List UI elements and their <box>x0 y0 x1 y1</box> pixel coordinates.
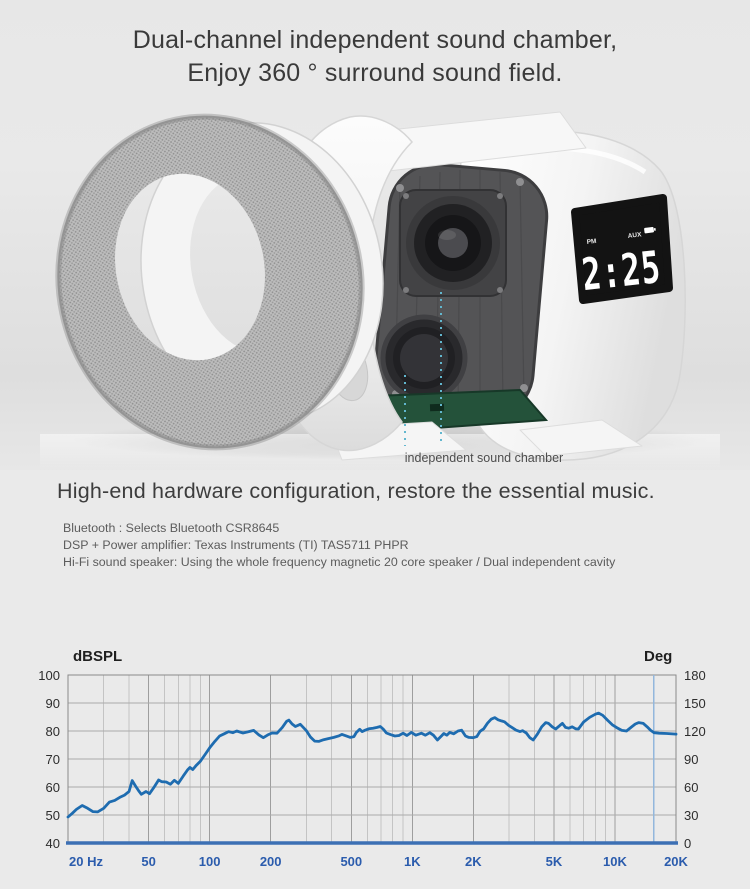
hardware-heading: High-end hardware configuration, restore… <box>57 479 655 503</box>
left-axis-title: dBSPL <box>73 648 122 665</box>
x-tick-label: 2K <box>465 854 482 869</box>
woofer-driver-icon <box>399 189 507 297</box>
right-tick-label: 90 <box>684 752 698 767</box>
right-tick-label: 30 <box>684 808 698 823</box>
frequency-response-curve <box>66 711 678 819</box>
left-tick-label: 90 <box>46 696 60 711</box>
aux-indicator: AUX <box>627 231 642 240</box>
right-tick-label: 180 <box>684 668 706 683</box>
right-tick-label: 150 <box>684 696 706 711</box>
spec-list: Bluetooth : Selects Bluetooth CSR8645 DS… <box>63 520 615 572</box>
left-tick-label: 40 <box>46 836 60 851</box>
chart-frame <box>67 674 677 843</box>
sound-chamber-caption: independent sound chamber <box>405 451 563 465</box>
right-tick-label: 120 <box>684 724 706 739</box>
left-tick-label: 80 <box>46 724 60 739</box>
shell-fragment-bottom-right <box>519 419 643 457</box>
spec-bluetooth: Bluetooth : Selects Bluetooth CSR8645 <box>63 521 280 535</box>
spec-hifi-speaker: Hi-Fi sound speaker: Using the whole fre… <box>63 555 616 570</box>
mesh-grille <box>55 113 365 451</box>
x-tick-label: 20 Hz <box>69 854 103 869</box>
x-tick-label: 5K <box>546 854 563 869</box>
left-tick-label: 100 <box>38 668 60 683</box>
right-tick-label: 60 <box>684 780 698 795</box>
left-tick-label: 70 <box>46 752 60 767</box>
chart-curve-layer <box>66 711 678 845</box>
x-tick-label: 10K <box>603 854 627 869</box>
speaker-exploded-view: PM AUX 2:25 <box>40 111 720 472</box>
x-tick-label: 20K <box>664 854 688 869</box>
right-tick-label: 0 <box>684 836 691 851</box>
spec-dsp-amplifier: DSP + Power amplifier: Texas Instruments… <box>63 538 409 553</box>
hero-title-line2: Enjoy 360 ° surround sound field. <box>187 59 563 87</box>
hero-title: Dual-channel independent sound chamber, … <box>0 24 750 90</box>
x-tick-label: 1K <box>404 854 421 869</box>
hero-title-line1: Dual-channel independent sound chamber, <box>132 26 618 54</box>
clock-display: PM AUX 2:25 <box>571 194 673 304</box>
x-tick-label: 50 <box>141 854 155 869</box>
hero-section: Dual-channel independent sound chamber, … <box>0 0 750 472</box>
x-tick-label: 500 <box>340 854 362 869</box>
frequency-response-chart: dBSPL Deg 20 Hz 50 100 200 500 1K 2K 5K 10K 20K10… <box>38 648 705 869</box>
clock-time: 2:25 <box>580 242 664 302</box>
battery-icon <box>644 226 656 234</box>
pm-indicator: PM <box>586 238 597 246</box>
chart-grid <box>67 674 677 844</box>
left-tick-label: 60 <box>46 780 60 795</box>
sound-chamber <box>323 163 549 436</box>
left-tick-label: 50 <box>46 808 60 823</box>
right-axis-title: Deg <box>644 648 672 665</box>
x-tick-label: 100 <box>199 854 221 869</box>
x-tick-label: 200 <box>260 854 282 869</box>
passive-driver-icon <box>380 314 468 402</box>
